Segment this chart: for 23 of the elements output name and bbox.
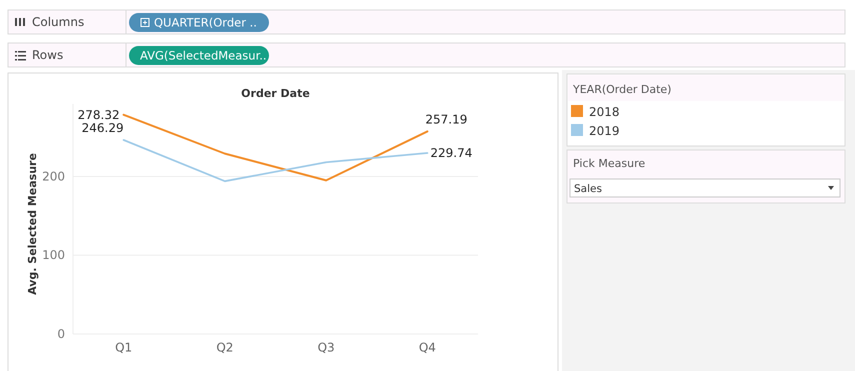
text: Rows <box>32 48 64 62</box>
text: QUARTER(Order .. <box>154 16 257 30</box>
legend-label: 2018 <box>589 105 620 119</box>
data-label: 229.74 <box>430 146 472 160</box>
y-tick-label: 200 <box>42 169 65 184</box>
y-tick-label: 100 <box>42 248 65 262</box>
x-tick-label: Q2 <box>216 340 234 355</box>
data-label: 278.32 <box>78 108 120 122</box>
data-label: 246.29 <box>82 121 124 136</box>
legend-label: 2019 <box>589 124 620 138</box>
x-tick-label: Q3 <box>318 340 335 355</box>
legend-title: YEAR(Order Date) <box>572 83 672 96</box>
text: Sales <box>574 183 602 195</box>
chart-title: Order Date <box>241 87 310 100</box>
y-tick-label: 0 <box>57 326 65 341</box>
text: Pick Measure <box>573 157 646 170</box>
text: Columns <box>32 15 84 29</box>
y-axis-title: Avg. Selected Measure <box>26 153 39 295</box>
x-tick-label: Q1 <box>115 340 132 355</box>
text: AVG(SelectedMeasur.. <box>140 48 267 62</box>
data-label: 257.19 <box>425 112 468 126</box>
line-series <box>122 139 428 182</box>
x-tick-label: Q4 <box>418 340 436 355</box>
